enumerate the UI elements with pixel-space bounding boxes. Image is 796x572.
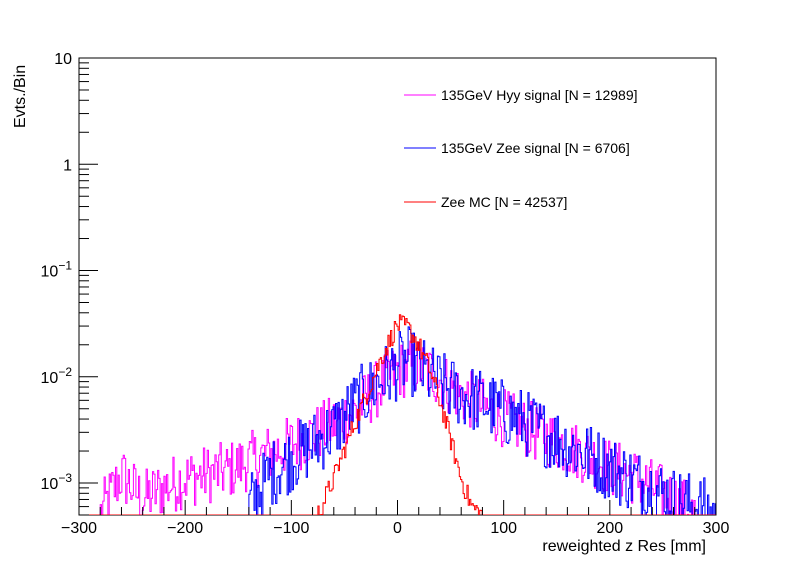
y-tick-label: 10−2 bbox=[41, 365, 73, 387]
series-line-1 bbox=[79, 326, 716, 515]
x-tick-label: −200 bbox=[167, 520, 203, 537]
x-tick-label: 100 bbox=[490, 520, 517, 537]
legend: 135GeV Hyy signal [N = 12989] 135GeV Zee… bbox=[404, 87, 638, 210]
x-tick-label: −100 bbox=[273, 520, 309, 537]
y-tick-label: 1 bbox=[63, 157, 72, 174]
legend-label-zee-mc: Zee MC [N = 42537] bbox=[441, 194, 567, 210]
series-line-2 bbox=[79, 314, 716, 515]
x-tick-label: 0 bbox=[393, 520, 402, 537]
x-axis-title: reweighted z Res [mm] bbox=[542, 538, 706, 555]
y-tick-label: 10−3 bbox=[41, 471, 73, 493]
legend-label-hyy: 135GeV Hyy signal [N = 12989] bbox=[441, 87, 638, 103]
x-tick-label: −300 bbox=[61, 520, 97, 537]
x-tick-label: 200 bbox=[596, 520, 623, 537]
y-tick-label: 10−1 bbox=[41, 259, 73, 281]
legend-label-zee-signal: 135GeV Zee signal [N = 6706] bbox=[441, 140, 630, 156]
x-tick-label: 300 bbox=[703, 520, 730, 537]
series-layer bbox=[79, 314, 716, 515]
y-tick-label: 10 bbox=[54, 51, 72, 68]
ticks-layer: −300 −200 −100 0 100 200 300 10 1 10−1 10−2 10−3 bbox=[41, 51, 730, 537]
y-axis-title: Evts./Bin bbox=[12, 65, 29, 128]
